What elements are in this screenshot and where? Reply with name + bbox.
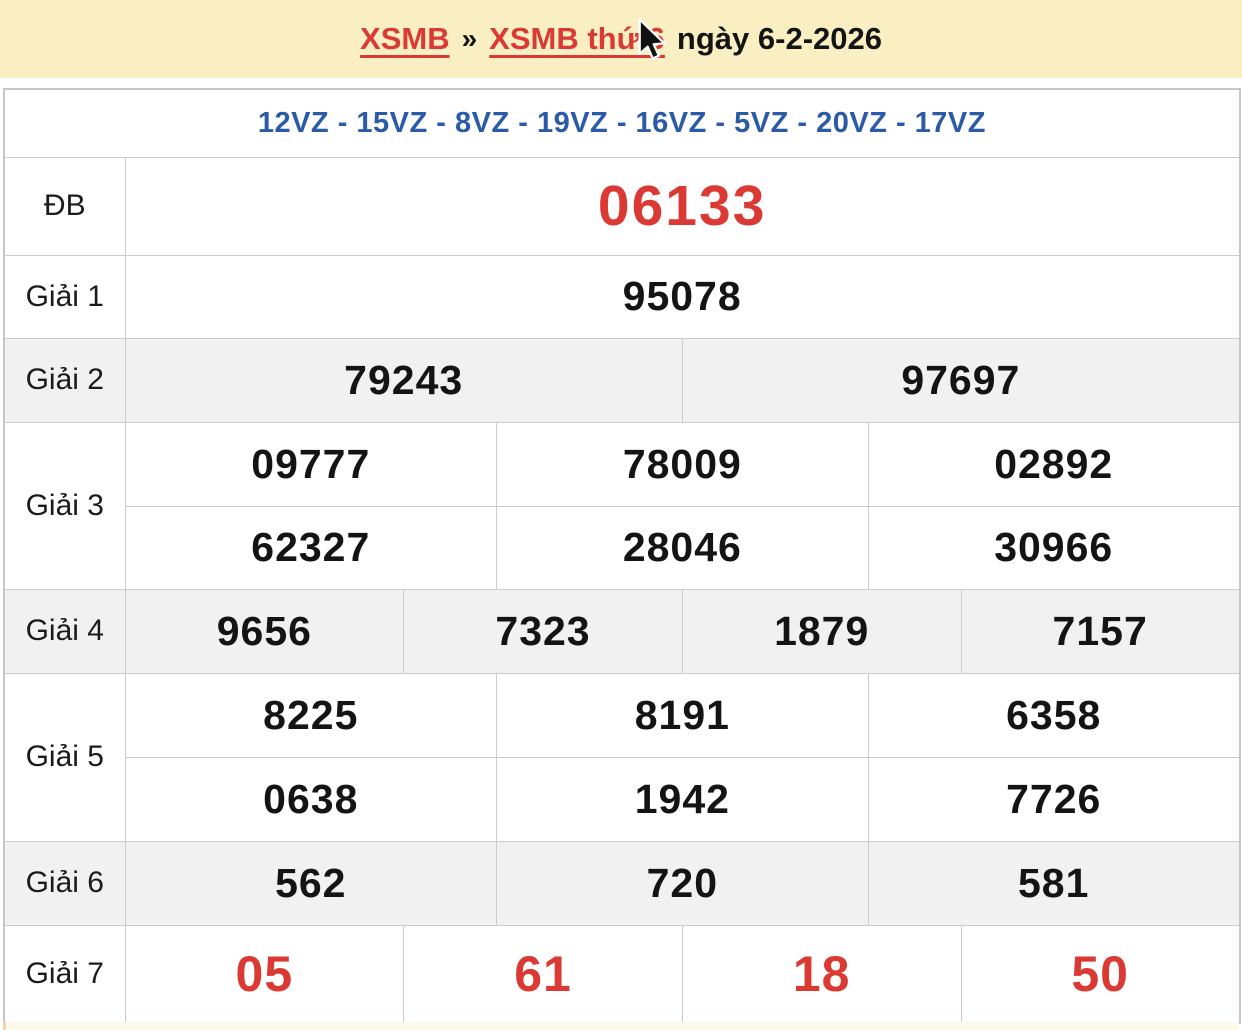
prize-value-g4-1: 9656 [124, 588, 405, 674]
prize-value-g5-3: 6358 [867, 672, 1241, 758]
prize-label-g7: Giải 7 [3, 924, 126, 1024]
prize-value-g1: 95078 [124, 254, 1241, 339]
prize-value-g4-2: 7323 [403, 588, 683, 674]
prize-value-g6-3: 581 [867, 840, 1241, 926]
prize-value-g5-2: 8191 [496, 672, 869, 758]
prize-label-g6: Giải 6 [3, 840, 126, 926]
prize-value-g6-1: 562 [124, 840, 498, 926]
prize-label-g5: Giải 5 [3, 672, 126, 842]
prize-row-g5-1: Giải 5 8225 8191 6358 [3, 672, 1241, 842]
prize-row-g3-1: Giải 3 09777 78009 02892 [3, 421, 1241, 590]
prize-value-g4-3: 1879 [681, 588, 962, 674]
prize-value-g6-2: 720 [496, 840, 869, 926]
prize-value-g7-3: 18 [681, 924, 962, 1024]
results-table-container: 12VZ - 15VZ - 8VZ - 19VZ - 16VZ - 5VZ - … [3, 88, 1242, 1024]
prize-value-db: 06133 [124, 156, 1241, 256]
breadcrumb-link-xsmb[interactable]: XSMB [360, 21, 450, 56]
loto-summary-row: 12VZ - 15VZ - 8VZ - 19VZ - 16VZ - 5VZ - … [3, 88, 1241, 158]
loto-summary-text: 12VZ - 15VZ - 8VZ - 19VZ - 16VZ - 5VZ - … [3, 88, 1241, 158]
breadcrumb-separator: » [461, 23, 478, 54]
prize-row-g4: Giải 4 9656 7323 1879 7157 [3, 588, 1241, 674]
prize-row-g6: Giải 6 562 720 581 [3, 840, 1241, 926]
prize-row-g7: Giải 7 05 61 18 50 [3, 924, 1241, 1024]
prize-row-db: ĐB 06133 [3, 156, 1241, 256]
prize-value-g7-4: 50 [960, 924, 1241, 1024]
breadcrumb-date: ngày 6-2-2026 [676, 21, 882, 56]
prize-row-g2: Giải 2 79243 97697 [3, 337, 1241, 423]
prize-value-g3-6: 30966 [867, 505, 1241, 590]
lottery-results-table: 12VZ - 15VZ - 8VZ - 19VZ - 16VZ - 5VZ - … [3, 88, 1241, 1024]
prize-value-g2-2: 97697 [681, 337, 1241, 423]
prize-value-g5-4: 0638 [124, 756, 498, 842]
prize-value-g4-4: 7157 [960, 588, 1241, 674]
prize-label-g2: Giải 2 [3, 337, 126, 423]
prize-label-g1: Giải 1 [3, 254, 126, 339]
prize-label-db: ĐB [3, 156, 126, 256]
prize-value-g2-1: 79243 [124, 337, 683, 423]
prize-value-g7-1: 05 [124, 924, 405, 1024]
bottom-yellow-strip [3, 1022, 1239, 1030]
prize-value-g3-3: 02892 [867, 421, 1241, 507]
prize-row-g1: Giải 1 95078 [3, 254, 1241, 339]
prize-value-g3-5: 28046 [496, 505, 869, 590]
prize-label-g3: Giải 3 [3, 421, 126, 590]
prize-row-g3-2: 62327 28046 30966 [4, 505, 1241, 590]
prize-value-g3-4: 62327 [124, 505, 498, 590]
prize-value-g5-5: 1942 [496, 756, 869, 842]
prize-value-g5-6: 7726 [867, 756, 1241, 842]
prize-row-g5-2: 0638 1942 7726 [4, 756, 1241, 842]
breadcrumb-link-day[interactable]: XSMB thứ 6 [489, 21, 665, 56]
prize-label-g4: Giải 4 [3, 588, 126, 674]
prize-value-g7-2: 61 [403, 924, 683, 1024]
prize-value-g3-1: 09777 [124, 421, 498, 507]
breadcrumb: XSMB » XSMB thứ 6 ngày 6-2-2026 [0, 0, 1242, 78]
prize-value-g5-1: 8225 [124, 672, 498, 758]
prize-value-g3-2: 78009 [496, 421, 869, 507]
